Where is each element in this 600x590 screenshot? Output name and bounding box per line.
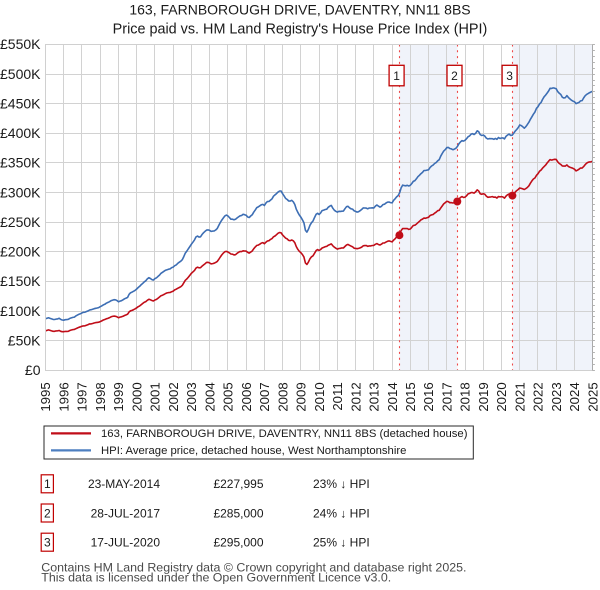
svg-text:2018: 2018 bbox=[458, 382, 473, 411]
svg-text:2008: 2008 bbox=[275, 382, 290, 411]
svg-text:2: 2 bbox=[44, 506, 51, 520]
svg-text:£450K: £450K bbox=[0, 95, 41, 111]
svg-text:1995: 1995 bbox=[38, 382, 53, 411]
svg-text:£295,000: £295,000 bbox=[213, 536, 263, 550]
svg-text:2002: 2002 bbox=[166, 382, 181, 411]
svg-text:2001: 2001 bbox=[148, 382, 163, 411]
svg-text:17-JUL-2020: 17-JUL-2020 bbox=[91, 536, 161, 550]
svg-text:1: 1 bbox=[44, 477, 51, 491]
svg-text:2009: 2009 bbox=[294, 382, 309, 411]
svg-text:2004: 2004 bbox=[202, 382, 217, 411]
svg-text:1996: 1996 bbox=[56, 382, 71, 411]
svg-text:£150K: £150K bbox=[0, 273, 41, 289]
svg-text:HPI: Average price, detached h: HPI: Average price, detached house, West… bbox=[101, 445, 406, 457]
svg-text:2012: 2012 bbox=[348, 382, 363, 411]
svg-text:25% ↓ HPI: 25% ↓ HPI bbox=[313, 536, 370, 550]
svg-text:2017: 2017 bbox=[440, 382, 455, 411]
svg-text:2019: 2019 bbox=[476, 382, 491, 411]
svg-text:2021: 2021 bbox=[512, 382, 527, 411]
svg-text:3: 3 bbox=[506, 69, 513, 83]
svg-text:2016: 2016 bbox=[421, 382, 436, 411]
svg-text:2003: 2003 bbox=[184, 382, 199, 411]
svg-text:3: 3 bbox=[44, 536, 51, 550]
svg-text:2015: 2015 bbox=[403, 382, 418, 411]
svg-text:24% ↓ HPI: 24% ↓ HPI bbox=[313, 506, 370, 520]
svg-text:£400K: £400K bbox=[0, 125, 41, 141]
svg-text:£0: £0 bbox=[25, 362, 41, 378]
svg-text:2024: 2024 bbox=[567, 382, 582, 411]
svg-text:2005: 2005 bbox=[221, 382, 236, 411]
svg-text:2014: 2014 bbox=[385, 382, 400, 411]
svg-text:2010: 2010 bbox=[312, 382, 327, 411]
svg-text:£500K: £500K bbox=[0, 66, 41, 82]
svg-text:28-JUL-2017: 28-JUL-2017 bbox=[91, 506, 161, 520]
svg-text:£100K: £100K bbox=[0, 303, 41, 319]
svg-text:£285,000: £285,000 bbox=[213, 506, 263, 520]
svg-text:2011: 2011 bbox=[330, 382, 345, 410]
svg-text:23% ↓ HPI: 23% ↓ HPI bbox=[313, 477, 370, 491]
svg-text:£300K: £300K bbox=[0, 184, 41, 200]
svg-text:£227,995: £227,995 bbox=[213, 477, 263, 491]
svg-text:2020: 2020 bbox=[494, 382, 509, 411]
svg-text:1997: 1997 bbox=[75, 382, 90, 411]
svg-text:23-MAY-2014: 23-MAY-2014 bbox=[88, 477, 160, 491]
svg-text:2007: 2007 bbox=[257, 382, 272, 411]
svg-text:2: 2 bbox=[451, 69, 458, 83]
svg-text:163, FARNBOROUGH DRIVE, DAVENT: 163, FARNBOROUGH DRIVE, DAVENTRY, NN11 8… bbox=[101, 428, 468, 440]
svg-text:£50K: £50K bbox=[8, 332, 41, 348]
svg-text:1998: 1998 bbox=[93, 382, 108, 411]
svg-text:1: 1 bbox=[393, 69, 400, 83]
svg-text:£550K: £550K bbox=[0, 36, 41, 52]
svg-text:£350K: £350K bbox=[0, 155, 41, 171]
svg-text:Price paid vs. HM Land Registr: Price paid vs. HM Land Registry's House … bbox=[113, 22, 488, 38]
svg-text:£200K: £200K bbox=[0, 244, 41, 260]
svg-text:£250K: £250K bbox=[0, 214, 41, 230]
svg-text:2013: 2013 bbox=[367, 382, 382, 411]
svg-text:163, FARNBOROUGH DRIVE, DAVENT: 163, FARNBOROUGH DRIVE, DAVENTRY, NN11 8… bbox=[129, 2, 470, 18]
svg-text:Contains HM Land Registry data: Contains HM Land Registry data © Crown c… bbox=[41, 560, 466, 574]
svg-text:2025: 2025 bbox=[585, 382, 600, 411]
svg-text:2022: 2022 bbox=[531, 382, 546, 411]
svg-text:This data is licensed under th: This data is licensed under the Open Gov… bbox=[41, 571, 391, 585]
svg-text:2023: 2023 bbox=[549, 382, 564, 411]
svg-text:2000: 2000 bbox=[129, 382, 144, 411]
svg-text:2006: 2006 bbox=[239, 382, 254, 411]
svg-text:1999: 1999 bbox=[111, 382, 126, 411]
